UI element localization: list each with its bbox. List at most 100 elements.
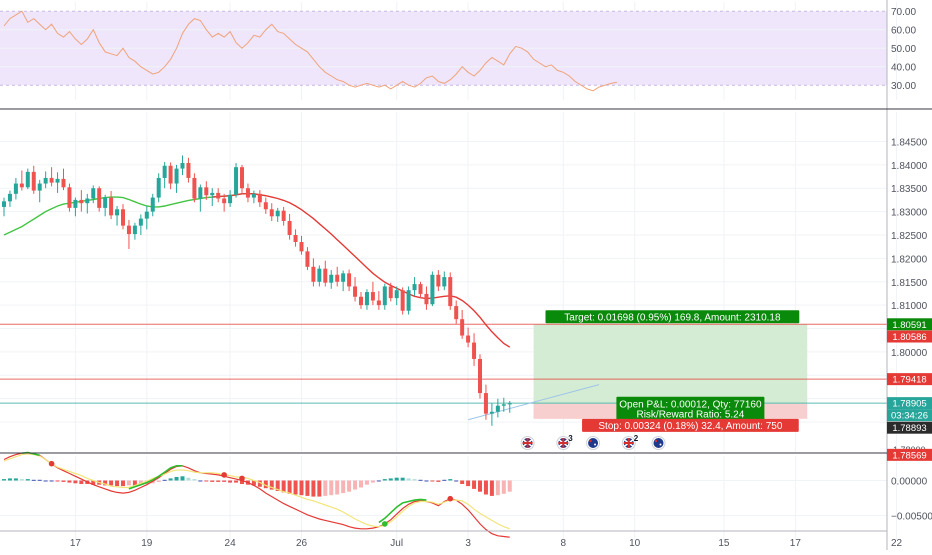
candle <box>454 300 459 324</box>
macd-histogram-bar <box>103 480 108 486</box>
candle-body <box>61 178 66 188</box>
candle <box>228 190 233 207</box>
candle <box>85 193 90 214</box>
macd-histogram-bar <box>138 480 143 485</box>
macd-histogram-bar <box>132 480 137 486</box>
macd-histogram-bar <box>228 480 233 483</box>
macd-histogram-bar <box>13 478 18 481</box>
candle-body <box>382 286 387 306</box>
candle <box>109 191 114 220</box>
candle <box>293 229 298 247</box>
candle <box>436 270 441 292</box>
macd-histogram-bar <box>251 480 256 486</box>
candle <box>115 206 120 226</box>
candle-body <box>245 188 250 198</box>
candle-body <box>156 177 161 198</box>
candle-body <box>13 183 18 194</box>
macd-histogram-bar <box>156 480 161 482</box>
candle-body <box>483 393 488 414</box>
candle <box>216 188 221 203</box>
candle-body <box>335 274 340 282</box>
price-tag-bg <box>887 409 932 422</box>
macd-panel[interactable] <box>0 451 897 541</box>
australia-flag-icon <box>588 438 599 448</box>
price-tag-text: 1.80591 <box>892 320 926 331</box>
price-tag: 1.80591 <box>887 318 932 331</box>
candle <box>495 398 500 418</box>
candle-body <box>311 266 316 282</box>
candle-body <box>347 273 352 287</box>
candle-body <box>454 306 459 320</box>
price-tag-bg <box>887 330 932 343</box>
macd-tick-label: 0.00000 <box>891 477 928 488</box>
candle <box>394 286 399 306</box>
macd-histogram-bar <box>126 480 131 486</box>
macd-histogram-bar <box>359 480 363 488</box>
macd-histogram-bar <box>418 479 423 481</box>
candle-body <box>293 234 298 243</box>
candle-body <box>216 192 221 199</box>
candle <box>31 165 36 194</box>
price-tag: 1.78893 <box>887 421 932 434</box>
candle <box>257 190 262 207</box>
candle-body <box>132 225 137 235</box>
candle-body <box>204 187 209 196</box>
macd-histogram-bar <box>412 479 417 481</box>
macd-histogram-bar <box>489 480 494 496</box>
rsi-panel[interactable] <box>0 2 897 100</box>
time-tick-label: 19 <box>141 538 153 549</box>
uk-flag-icon <box>522 438 533 448</box>
candle <box>251 190 256 204</box>
candle <box>97 186 102 212</box>
price-tag-text: 1.79418 <box>892 375 926 386</box>
candle-body <box>353 286 358 297</box>
price-tick-label: 1.83000 <box>891 208 928 219</box>
candle <box>61 168 66 191</box>
macd-tick-label: −0.00500 <box>891 512 932 523</box>
candle-body <box>198 187 203 199</box>
candle <box>341 270 346 292</box>
price-tag: 03:34:26 <box>887 409 932 422</box>
macd-cross-marker <box>447 495 454 502</box>
macd-histogram-bar <box>460 480 465 484</box>
candle-body <box>275 210 280 217</box>
price-tag-bg <box>887 373 932 386</box>
macd-histogram-bar <box>7 478 12 481</box>
macd-histogram-bar <box>341 480 346 494</box>
candle <box>43 171 48 189</box>
candle <box>121 204 125 230</box>
candle <box>126 220 131 250</box>
candle-body <box>103 197 108 208</box>
price-tag-bg <box>887 448 932 461</box>
candle <box>67 183 72 212</box>
macd-histogram-bar <box>299 480 304 496</box>
macd-signal-line <box>3 451 510 538</box>
macd-histogram-bar <box>478 480 482 492</box>
event-count: 2 <box>634 434 639 443</box>
price-panel[interactable]: Target: 0.01698 (0.95%) 169.8, Amount: 2… <box>0 112 897 452</box>
rsi-line <box>3 10 617 92</box>
candle-body <box>281 210 286 221</box>
macd-histogram-bar <box>263 480 268 489</box>
macd-histogram-bar <box>67 480 72 483</box>
macd-histogram-bar <box>353 480 358 490</box>
uk-flag-icon <box>558 438 569 448</box>
macd-histogram-bar <box>121 480 125 487</box>
moving-average-long <box>212 193 511 348</box>
rr-label-text: Risk/Reward Ratio: 5.24 <box>636 410 744 421</box>
macd-histogram-bar <box>454 480 459 482</box>
macd-histogram-bar <box>186 477 191 481</box>
price-tag-text: 1.80586 <box>892 332 926 343</box>
candle <box>412 277 417 296</box>
macd-histogram-bar <box>501 480 506 494</box>
macd-cross-highlight <box>21 451 427 524</box>
candle-body <box>49 177 54 183</box>
candle-body <box>364 292 369 306</box>
flag-field <box>653 438 664 448</box>
candle-body <box>430 274 435 305</box>
candle-body <box>418 284 423 294</box>
price-tag-text: 1.78569 <box>892 450 926 461</box>
macd-histogram-bar <box>25 479 30 481</box>
